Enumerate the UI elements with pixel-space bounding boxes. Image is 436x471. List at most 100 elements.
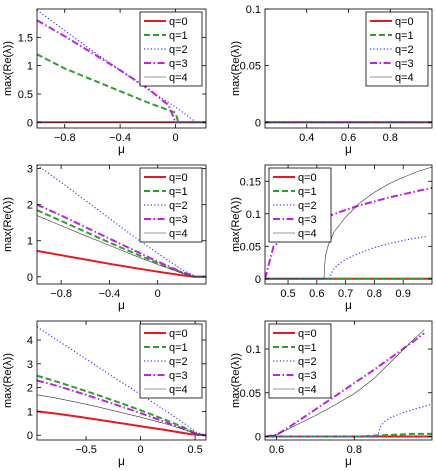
- axes-frame: [36, 164, 207, 285]
- x-tick-label: 0.7: [338, 288, 353, 300]
- y-tick-label: 1.5: [18, 32, 33, 44]
- legend: q=0 q=1 q=2 q=3 q=4: [139, 167, 203, 243]
- legend: q=0 q=1 q=2 q=3 q=4: [365, 11, 429, 87]
- y-tick-label: 3: [27, 359, 33, 371]
- legend-label: q=1: [169, 186, 188, 198]
- legend-label: q=0: [169, 328, 188, 340]
- y-tick-label: 0: [255, 274, 261, 286]
- legend-label: q=2: [395, 44, 414, 56]
- y-axis-label: max(Re(λ)): [2, 353, 14, 408]
- legend-label: q=2: [298, 356, 317, 368]
- legend-label: q=1: [169, 30, 188, 42]
- legend-box: [268, 167, 332, 243]
- x-tick-label: 0.8: [347, 444, 362, 456]
- x-tick-label: −0.4: [109, 132, 131, 144]
- legend-box: [268, 323, 332, 399]
- axes-frame: [36, 8, 207, 129]
- x-tick-label: 0.9: [396, 288, 411, 300]
- x-tick-label: 0.4: [299, 132, 314, 144]
- y-tick-label: 0.05: [240, 388, 261, 400]
- legend-label: q=1: [298, 186, 317, 198]
- series-line-q3: [265, 186, 432, 280]
- x-tick-label: 0.6: [341, 132, 356, 144]
- x-tick-label: −0.5: [75, 444, 97, 456]
- series-line-q4: [37, 215, 206, 278]
- x-axis-label: μ: [118, 142, 125, 156]
- y-tick-label: 0.05: [240, 61, 261, 73]
- y-tick-label: 0.1: [246, 4, 261, 16]
- chart-panel-6: 0.6 0.8 0 0.05 0.1 μ max(Re(λ)) q=0 q=1 q=2 q=3 q=4: [230, 320, 433, 468]
- legend-label: q=4: [298, 384, 317, 396]
- y-axis-label: max(Re(λ)): [230, 197, 242, 252]
- series-line-q2: [265, 235, 427, 280]
- x-axis-label: μ: [345, 298, 352, 312]
- y-tick-label: 0.5: [18, 89, 33, 101]
- chart-panel-4: 0.5 0.6 0.7 0.8 0.9 0 0.05 0.1 0.15 μ max(Re(λ)) q=…: [230, 164, 433, 312]
- y-tick-label: 0.1: [246, 344, 261, 356]
- series-line-q1: [37, 374, 206, 437]
- series-line-q1: [37, 53, 206, 124]
- x-tick-label: −0.4: [99, 288, 121, 300]
- y-tick-label: 3: [27, 164, 33, 176]
- legend-label: q=3: [298, 370, 317, 382]
- y-axis-label: max(Re(λ)): [2, 41, 14, 96]
- x-tick-label: 0.6: [269, 444, 284, 456]
- legend-label: q=0: [298, 172, 317, 184]
- x-tick-label: 0.5: [187, 444, 202, 456]
- legend-label: q=4: [395, 72, 414, 84]
- series-group: [265, 329, 432, 438]
- y-axis-label: max(Re(λ)): [230, 41, 242, 96]
- legend: q=0 q=1 q=2 q=3 q=4: [268, 167, 332, 243]
- y-tick-label: 1: [27, 61, 33, 73]
- legend-label: q=2: [169, 200, 188, 212]
- legend-label: q=1: [298, 342, 317, 354]
- x-axis-label: μ: [345, 142, 352, 156]
- chart-panel-1: −0.8 −0.4 0 0 0.5 1 1.5 μ max(Re(λ)) q=0 q=1 q=2 q=3…: [2, 8, 207, 156]
- series-group: [265, 166, 432, 280]
- chart-panel-5: −0.5 0 0.5 0 1 2 3 4 μ max(Re(λ)) q=0 q=1 q=2 q=3 q=4: [2, 320, 207, 468]
- legend-label: q=4: [298, 228, 317, 240]
- chart-panel-3: −0.8 −0.4 0 0 1 2 3 μ max(Re(λ)) q=0 q=1 q=2 q=3 q=4: [2, 164, 207, 312]
- legend-label: q=0: [169, 16, 188, 28]
- y-tick-label: 0: [27, 272, 33, 284]
- series-line-q0: [37, 410, 206, 437]
- x-tick-label: 0.5: [280, 288, 295, 300]
- x-tick-label: 0: [155, 288, 161, 300]
- axes-frame: [264, 164, 433, 285]
- x-tick-label: 0: [138, 444, 144, 456]
- legend-box: [139, 323, 203, 399]
- legend-label: q=0: [169, 172, 188, 184]
- x-tick-label: 0.8: [383, 132, 398, 144]
- x-tick-label: −0.8: [50, 288, 72, 300]
- x-axis-label: μ: [118, 454, 125, 468]
- legend-label: q=1: [395, 30, 414, 42]
- legend-label: q=4: [169, 228, 188, 240]
- y-tick-label: 4: [27, 335, 33, 347]
- legend-label: q=1: [169, 342, 188, 354]
- series-line-q3: [37, 19, 206, 124]
- y-tick-label: 0.05: [240, 241, 261, 253]
- y-axis-label: max(Re(λ)): [2, 197, 14, 252]
- series-line-q4: [265, 329, 425, 437]
- y-tick-label: 1: [27, 236, 33, 248]
- legend-box: [365, 11, 429, 87]
- y-tick-label: 0: [255, 432, 261, 444]
- legend-label: q=0: [395, 16, 414, 28]
- legend-label: q=0: [298, 328, 317, 340]
- legend-label: q=4: [169, 384, 188, 396]
- legend-label: q=3: [169, 58, 188, 70]
- y-tick-label: 2: [27, 383, 33, 395]
- legend-label: q=2: [169, 44, 188, 56]
- series-line-q2: [37, 165, 206, 278]
- series-group: [37, 165, 206, 278]
- legend-label: q=3: [169, 214, 188, 226]
- series-line-q4: [37, 394, 206, 436]
- legend-label: q=2: [169, 356, 188, 368]
- legend-label: q=3: [169, 370, 188, 382]
- legend: q=0 q=1 q=2 q=3 q=4: [268, 323, 332, 399]
- legend-box: [139, 11, 203, 87]
- x-tick-label: −0.8: [54, 132, 76, 144]
- y-tick-label: 0: [255, 117, 261, 129]
- legend: q=0 q=1 q=2 q=3 q=4: [139, 11, 203, 87]
- legend-label: q=2: [298, 200, 317, 212]
